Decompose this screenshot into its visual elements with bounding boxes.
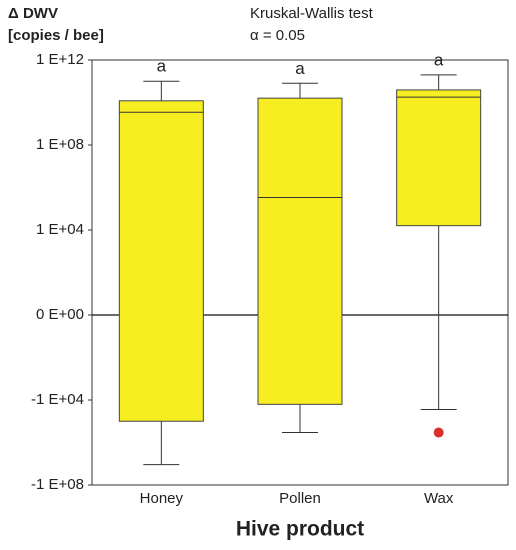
y-tick-label: 1 E+04 <box>36 221 84 238</box>
chart-title: Kruskal-Wallis test <box>250 5 374 22</box>
y-tick-label: 1 E+12 <box>36 51 84 68</box>
y-axis-unit: [copies / bee] <box>8 27 104 44</box>
box <box>257 97 343 405</box>
y-tick-label: 0 E+00 <box>36 306 84 323</box>
y-axis-label: Δ DWV <box>8 5 58 22</box>
box <box>396 89 482 227</box>
significance-letter: a <box>434 50 444 69</box>
outlier <box>433 427 444 438</box>
x-axis-label: Hive product <box>236 518 364 541</box>
plot-frame <box>91 59 509 486</box>
y-tick-label: -1 E+04 <box>31 391 84 408</box>
y-tick-label: 1 E+08 <box>36 136 84 153</box>
box <box>118 100 204 422</box>
significance-letter: a <box>157 57 167 76</box>
x-tick-label: Wax <box>424 490 454 507</box>
significance-letter: a <box>295 59 305 78</box>
x-tick-label: Pollen <box>279 490 321 507</box>
chart-subtitle: α = 0.05 <box>250 27 305 44</box>
y-tick-label: -1 E+08 <box>31 476 84 493</box>
x-tick-label: Honey <box>140 490 184 507</box>
